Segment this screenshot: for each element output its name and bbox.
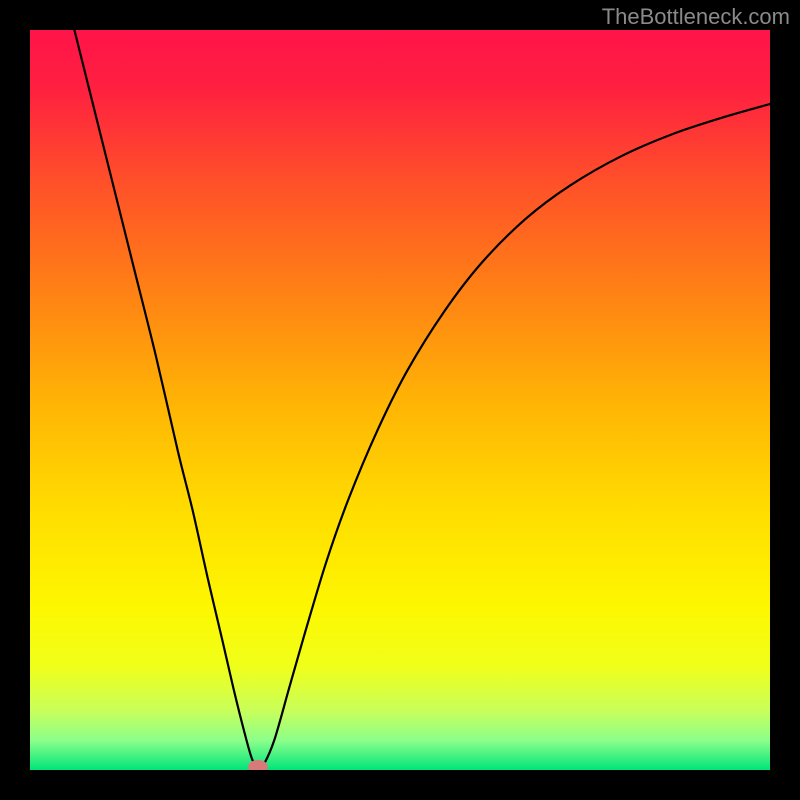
optimal-point-marker <box>248 760 268 770</box>
bottleneck-curve <box>30 30 770 770</box>
watermark-text: TheBottleneck.com <box>602 4 790 30</box>
plot-area <box>30 30 770 770</box>
